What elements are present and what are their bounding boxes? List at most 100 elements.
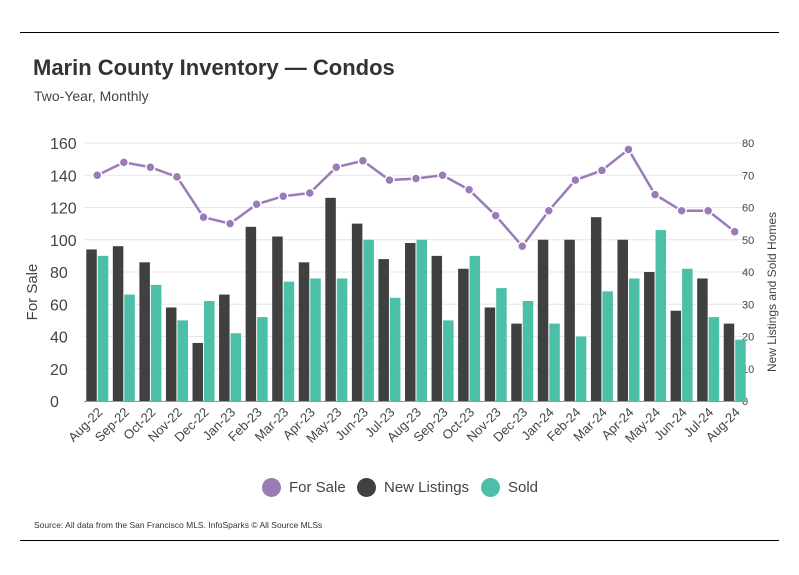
point-for-sale bbox=[198, 211, 209, 223]
bar-sold bbox=[549, 323, 560, 401]
y2-tick-label: 70 bbox=[742, 170, 754, 182]
bar-new-listings bbox=[644, 272, 655, 401]
bar-new-listings bbox=[405, 242, 416, 401]
bar-sold bbox=[310, 278, 321, 401]
legend-item-new-listings: New Listings bbox=[357, 478, 469, 497]
bar-sold bbox=[363, 239, 374, 401]
point-for-sale bbox=[490, 210, 501, 221]
y2-tick-label: 60 bbox=[742, 203, 754, 215]
legend-swatch-new-listings bbox=[357, 478, 376, 497]
bar-new-listings bbox=[458, 268, 469, 401]
y2-axis-title: New Listings and Sold Homes bbox=[765, 212, 779, 372]
y-axis-title: For Sale bbox=[24, 264, 41, 321]
point-for-sale bbox=[516, 240, 528, 252]
y2-tick-label: 30 bbox=[742, 299, 754, 311]
bar-sold bbox=[97, 255, 109, 401]
y-tick-label: 140 bbox=[50, 168, 77, 185]
point-for-sale bbox=[92, 170, 103, 181]
bar-new-listings bbox=[723, 323, 735, 401]
bar-new-listings bbox=[351, 223, 363, 401]
bar-new-listings bbox=[484, 307, 496, 401]
y2-tick-label: 40 bbox=[742, 267, 754, 279]
bar-sold bbox=[628, 278, 640, 401]
legend-item-for-sale: For Sale bbox=[262, 478, 346, 497]
point-for-sale bbox=[596, 165, 608, 176]
bar-sold bbox=[124, 294, 135, 401]
y-tick-label: 160 bbox=[50, 136, 77, 153]
bar-new-listings bbox=[537, 239, 549, 401]
legend-label-for-sale: For Sale bbox=[289, 479, 346, 496]
bar-new-listings bbox=[165, 307, 177, 401]
bar-sold bbox=[682, 268, 693, 401]
bar-new-listings bbox=[325, 197, 336, 401]
bar-sold bbox=[469, 255, 481, 401]
bar-new-listings bbox=[272, 236, 283, 401]
bottom-rule bbox=[20, 540, 779, 541]
point-for-sale bbox=[251, 199, 262, 210]
chart-subtitle: Two-Year, Monthly bbox=[34, 88, 149, 104]
chart-legend: For Sale New Listings Sold bbox=[0, 478, 799, 502]
y2-tick-label: 50 bbox=[742, 235, 754, 247]
y-tick-label: 20 bbox=[50, 362, 68, 379]
bar-new-listings bbox=[139, 262, 150, 401]
point-for-sale bbox=[437, 170, 448, 181]
top-rule bbox=[20, 32, 779, 33]
point-for-sale bbox=[357, 155, 369, 166]
bar-new-listings bbox=[378, 259, 389, 401]
point-for-sale bbox=[384, 174, 395, 186]
bar-new-listings bbox=[670, 310, 682, 401]
bar-sold bbox=[257, 317, 268, 401]
point-for-sale bbox=[224, 218, 236, 229]
source-note: Source: All data from the San Francisco … bbox=[34, 520, 323, 530]
point-for-sale bbox=[649, 189, 661, 200]
bar-sold bbox=[389, 297, 401, 401]
bar-new-listings bbox=[219, 294, 230, 401]
bar-sold bbox=[204, 301, 215, 401]
point-for-sale bbox=[304, 187, 316, 199]
legend-swatch-for-sale bbox=[262, 478, 281, 497]
point-for-sale bbox=[570, 174, 581, 186]
legend-label-new-listings: New Listings bbox=[384, 479, 470, 496]
bar-new-listings bbox=[511, 323, 522, 401]
point-for-sale bbox=[676, 205, 687, 216]
point-for-sale bbox=[463, 184, 475, 196]
point-for-sale bbox=[277, 190, 289, 202]
bar-new-listings bbox=[245, 226, 257, 401]
y-tick-label: 60 bbox=[50, 297, 68, 314]
chart-title: Marin County Inventory — Condos bbox=[33, 55, 395, 80]
point-for-sale bbox=[729, 226, 740, 237]
bar-sold bbox=[230, 333, 242, 401]
point-for-sale bbox=[623, 144, 634, 155]
bar-new-listings bbox=[697, 278, 708, 401]
point-for-sale bbox=[118, 157, 130, 168]
point-for-sale bbox=[171, 171, 183, 183]
bar-new-listings bbox=[617, 239, 628, 401]
legend-swatch-sold bbox=[481, 478, 500, 497]
bar-sold bbox=[708, 317, 720, 401]
bar-new-listings bbox=[590, 217, 602, 401]
bar-sold bbox=[336, 278, 348, 401]
bar-sold bbox=[522, 301, 534, 401]
bar-new-listings bbox=[564, 239, 575, 401]
legend-label-sold: Sold bbox=[508, 479, 539, 496]
bar-new-listings bbox=[298, 262, 310, 401]
bar-sold bbox=[602, 291, 613, 401]
bar-new-listings bbox=[431, 255, 443, 401]
bar-sold bbox=[283, 281, 295, 401]
line-for-sale bbox=[96, 148, 736, 248]
bar-sold bbox=[496, 288, 507, 401]
point-for-sale bbox=[145, 161, 156, 173]
bar-sold bbox=[575, 336, 587, 401]
bar-sold bbox=[416, 239, 427, 401]
y-tick-label: 100 bbox=[50, 233, 77, 250]
bar-new-listings bbox=[112, 246, 124, 401]
y-tick-label: 0 bbox=[50, 394, 59, 411]
point-for-sale bbox=[702, 205, 714, 216]
bar-sold bbox=[150, 284, 162, 401]
y2-tick-label: 80 bbox=[742, 138, 754, 150]
bar-new-listings bbox=[86, 249, 97, 401]
bar-sold bbox=[177, 320, 188, 401]
point-for-sale bbox=[543, 205, 555, 216]
y-tick-label: 80 bbox=[50, 265, 68, 282]
